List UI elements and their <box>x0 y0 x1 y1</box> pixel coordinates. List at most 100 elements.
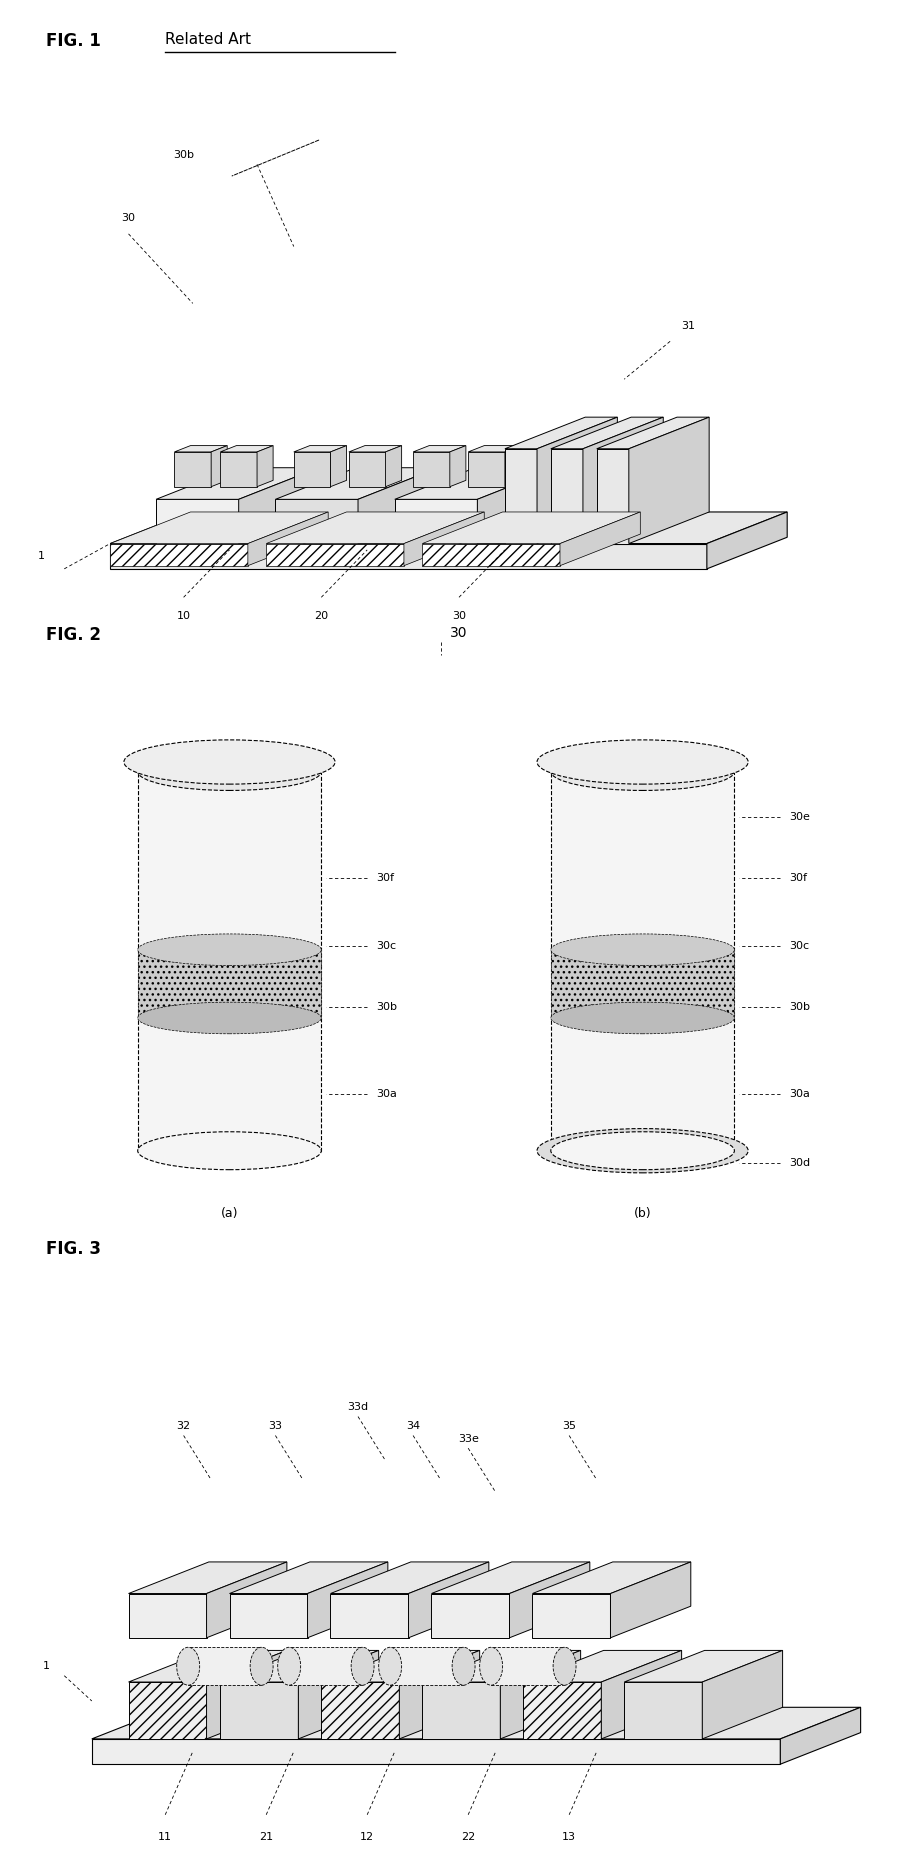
Text: 30: 30 <box>450 626 468 639</box>
Ellipse shape <box>551 1002 734 1034</box>
Ellipse shape <box>277 1647 301 1684</box>
Polygon shape <box>505 446 521 487</box>
Polygon shape <box>523 1651 682 1682</box>
Polygon shape <box>308 1562 388 1638</box>
Polygon shape <box>505 448 537 543</box>
Text: 33d: 33d <box>347 1402 369 1413</box>
Text: 1: 1 <box>38 552 45 561</box>
Text: 35: 35 <box>562 1420 577 1431</box>
Polygon shape <box>551 448 583 543</box>
Polygon shape <box>597 468 677 543</box>
Text: FIG. 2: FIG. 2 <box>46 626 101 643</box>
Polygon shape <box>230 1562 388 1593</box>
Ellipse shape <box>124 740 335 784</box>
Polygon shape <box>92 1707 861 1738</box>
Polygon shape <box>422 1651 581 1682</box>
Ellipse shape <box>351 1647 375 1684</box>
Text: 30: 30 <box>452 612 466 621</box>
Bar <box>188 1647 262 1684</box>
Polygon shape <box>349 446 402 452</box>
Text: 30f: 30f <box>789 872 808 883</box>
Polygon shape <box>129 1593 207 1638</box>
Polygon shape <box>207 1651 287 1738</box>
Polygon shape <box>560 511 641 565</box>
Text: 1: 1 <box>42 1662 50 1671</box>
Text: 21: 21 <box>259 1831 274 1842</box>
Text: Related Art: Related Art <box>165 32 252 46</box>
Ellipse shape <box>553 1647 577 1684</box>
Polygon shape <box>156 468 319 500</box>
Polygon shape <box>174 446 228 452</box>
Polygon shape <box>129 1682 207 1738</box>
Text: 32: 32 <box>176 1420 191 1431</box>
Text: 13: 13 <box>562 1831 577 1842</box>
Text: 30: 30 <box>121 214 136 223</box>
Polygon shape <box>523 1682 601 1738</box>
Ellipse shape <box>138 1132 321 1169</box>
Polygon shape <box>597 448 629 543</box>
Polygon shape <box>505 416 618 448</box>
Bar <box>390 1647 464 1684</box>
Text: 30d: 30d <box>789 1158 811 1167</box>
Polygon shape <box>110 543 707 569</box>
Polygon shape <box>422 543 560 565</box>
Polygon shape <box>624 1682 702 1738</box>
Polygon shape <box>358 468 439 543</box>
Polygon shape <box>431 1593 509 1638</box>
Ellipse shape <box>453 1647 476 1684</box>
Polygon shape <box>468 446 521 452</box>
Polygon shape <box>239 468 319 543</box>
Text: 30a: 30a <box>376 1089 397 1099</box>
Text: 33e: 33e <box>458 1433 478 1444</box>
Polygon shape <box>551 416 663 448</box>
Polygon shape <box>409 1562 489 1638</box>
Bar <box>551 950 734 1019</box>
Polygon shape <box>629 416 710 543</box>
Ellipse shape <box>138 933 321 965</box>
Polygon shape <box>537 416 618 543</box>
Bar <box>138 771 321 1151</box>
Text: 30c: 30c <box>789 941 810 952</box>
Bar <box>289 1647 363 1684</box>
Polygon shape <box>230 1593 308 1638</box>
Polygon shape <box>413 452 450 487</box>
Polygon shape <box>583 416 663 543</box>
Polygon shape <box>129 1562 287 1593</box>
Polygon shape <box>110 543 248 565</box>
Polygon shape <box>450 446 466 487</box>
Polygon shape <box>266 511 485 543</box>
Polygon shape <box>110 511 788 543</box>
Text: 30c: 30c <box>376 941 397 952</box>
Ellipse shape <box>378 1647 402 1684</box>
Text: FIG. 3: FIG. 3 <box>46 1240 101 1257</box>
Ellipse shape <box>177 1647 200 1684</box>
Polygon shape <box>174 452 211 487</box>
Text: (a): (a) <box>220 1208 239 1220</box>
Polygon shape <box>702 1651 782 1738</box>
Polygon shape <box>220 1651 379 1682</box>
Text: 30b: 30b <box>789 1002 811 1011</box>
Polygon shape <box>349 452 386 487</box>
Polygon shape <box>266 543 404 565</box>
Ellipse shape <box>250 1647 274 1684</box>
Polygon shape <box>257 446 274 487</box>
Polygon shape <box>404 511 485 565</box>
Polygon shape <box>780 1707 861 1764</box>
Polygon shape <box>248 511 329 565</box>
Polygon shape <box>129 1651 287 1682</box>
Polygon shape <box>156 500 239 543</box>
Polygon shape <box>509 1562 590 1638</box>
Ellipse shape <box>551 753 734 790</box>
Ellipse shape <box>551 933 734 965</box>
Polygon shape <box>610 1562 691 1638</box>
Text: 11: 11 <box>158 1831 173 1842</box>
Text: 30f: 30f <box>376 872 395 883</box>
Polygon shape <box>321 1651 480 1682</box>
Text: (b): (b) <box>633 1208 652 1220</box>
Polygon shape <box>92 1738 780 1764</box>
Text: 30b: 30b <box>174 151 194 160</box>
Polygon shape <box>330 446 347 487</box>
Polygon shape <box>220 446 274 452</box>
Text: 30a: 30a <box>789 1089 811 1099</box>
Bar <box>551 771 734 1151</box>
